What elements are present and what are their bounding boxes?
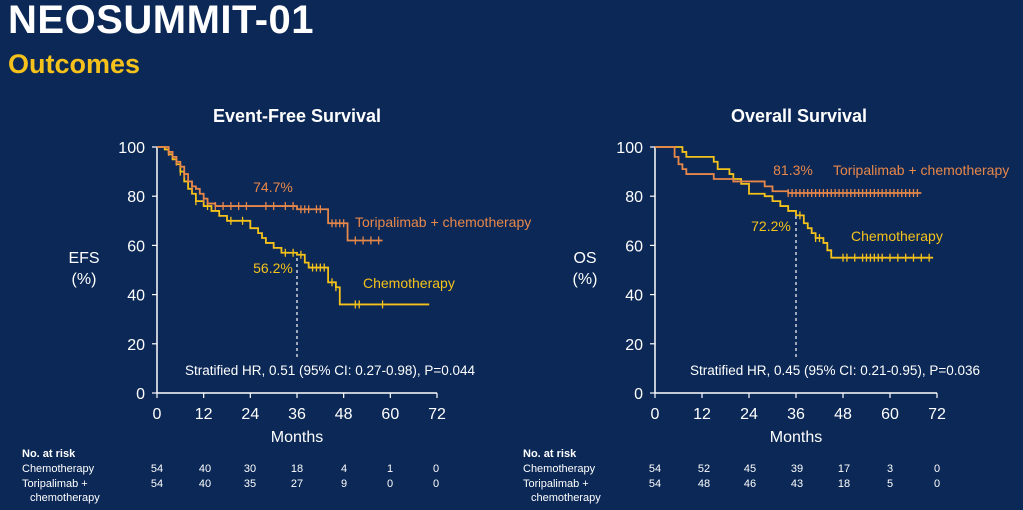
risk-table-header: No. at risk [22,448,76,460]
series-label-chemotherapy: Chemotherapy [363,275,455,291]
landmark-value-toripalimab: 81.3% [773,162,813,178]
km-curve-chemotherapy [157,146,430,306]
risk-cell: 18 [290,463,304,475]
risk-cell: 39 [790,463,804,475]
risk-row-label: Toripalimab + [523,478,589,490]
x-tick-label: 60 [881,406,899,423]
risk-row-label: Chemotherapy [523,463,596,475]
y-tick-label: 100 [616,140,643,157]
risk-cell: 54 [648,478,662,490]
risk-cell: 3 [886,463,894,475]
risk-cell: 0 [933,478,941,490]
risk-cell: 0 [432,463,440,475]
risk-cell: 43 [790,478,804,490]
y-tick-label: 100 [118,140,145,157]
risk-cell: 46 [743,478,757,490]
x-tick-label: 48 [834,406,852,423]
x-tick-label: 0 [153,406,162,423]
risk-cell: 0 [933,463,941,475]
series-label-toripalimab: Toripalimab + chemotherapy [355,214,531,230]
x-tick-label: 24 [241,406,259,423]
series-label-toripalimab: Toripalimab + chemotherapy [833,162,1009,178]
risk-cell: 54 [150,463,164,475]
risk-cell: 4 [340,463,348,475]
risk-cell: 0 [432,478,440,490]
x-tick-label: 12 [693,406,711,423]
risk-row-label: Chemotherapy [22,463,95,475]
risk-cell: 30 [243,463,257,475]
x-tick-label: 72 [428,406,446,423]
landmark-value-toripalimab: 74.7% [253,179,293,195]
risk-cell: 54 [648,463,662,475]
y-axis-label: EFS [68,250,99,267]
risk-cell: 45 [743,463,757,475]
risk-row-label-cont: chemotherapy [30,492,100,504]
risk-cell: 48 [697,478,711,490]
x-tick-label: 36 [787,406,805,423]
risk-cell: 35 [243,478,257,490]
y-tick-label: 80 [127,189,145,206]
x-tick-label: 36 [288,406,306,423]
hazard-ratio-text: Stratified HR, 0.45 (95% CI: 0.21-0.95),… [690,363,980,378]
chart-title: Event-Free Survival [213,106,381,126]
risk-cell: 1 [386,463,394,475]
y-axis-label-unit: (%) [72,271,97,288]
risk-row-label-cont: chemotherapy [531,492,601,504]
risk-cell: 40 [198,463,212,475]
series-label-chemotherapy: Chemotherapy [851,228,943,244]
slide-subtitle: Outcomes [8,49,141,79]
risk-table-header: No. at risk [523,448,577,460]
km-curve-toripalimab [157,146,383,242]
y-tick-label: 40 [625,288,643,305]
y-tick-label: 20 [127,337,145,354]
x-tick-label: 60 [381,406,399,423]
slide-title: NEOSUMMIT-01 [8,0,315,42]
x-axis-label: Months [271,429,323,446]
y-tick-label: 20 [625,337,643,354]
landmark-value-chemotherapy: 56.2% [253,260,293,276]
y-tick-label: 60 [127,238,145,255]
landmark-value-chemotherapy: 72.2% [751,218,791,234]
y-tick-label: 80 [625,189,643,206]
x-axis-label: Months [770,429,822,446]
x-tick-label: 12 [195,406,213,423]
risk-cell: 40 [198,478,212,490]
y-tick-label: 60 [625,238,643,255]
risk-cell: 0 [386,478,394,490]
risk-cell: 54 [150,478,164,490]
risk-row-label: Toripalimab + [22,478,88,490]
risk-cell: 9 [340,478,348,490]
y-tick-label: 40 [127,288,145,305]
risk-cell: 52 [697,463,711,475]
x-tick-label: 72 [928,406,946,423]
km-curve-toripalimab [655,146,922,194]
y-axis-label-unit: (%) [573,271,598,288]
hazard-ratio-text: Stratified HR, 0.51 (95% CI: 0.27-0.98),… [185,363,476,378]
risk-cell: 27 [290,478,304,490]
x-tick-label: 48 [335,406,353,423]
risk-cell: 18 [837,478,851,490]
chart-title: Overall Survival [731,106,867,126]
risk-cell: 5 [886,478,894,490]
y-tick-label: 0 [136,386,145,403]
x-tick-label: 0 [651,406,660,423]
risk-cell: 17 [837,463,851,475]
x-tick-label: 24 [740,406,758,423]
y-tick-label: 0 [634,386,643,403]
y-axis-label: OS [573,250,596,267]
